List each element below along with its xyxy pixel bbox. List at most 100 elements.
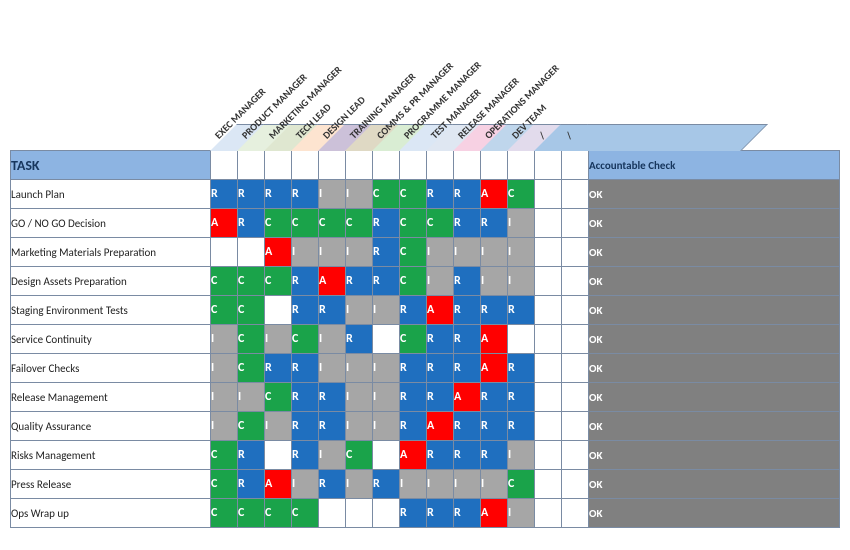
raci-cell: A bbox=[427, 412, 454, 441]
raci-cell: R bbox=[319, 412, 346, 441]
raci-cell: R bbox=[400, 296, 427, 325]
raci-cell: C bbox=[265, 499, 292, 528]
raci-cell: C bbox=[211, 296, 238, 325]
raci-cell: R bbox=[454, 180, 481, 209]
raci-cell: C bbox=[292, 209, 319, 238]
raci-cell: I bbox=[346, 470, 373, 499]
raci-cell: R bbox=[454, 412, 481, 441]
raci-cell bbox=[562, 296, 589, 325]
accountable-check-cell: OK bbox=[589, 354, 840, 383]
raci-cell: I bbox=[292, 470, 319, 499]
raci-cell: C bbox=[238, 499, 265, 528]
accountable-check-cell: OK bbox=[589, 412, 840, 441]
raci-cell: I bbox=[346, 412, 373, 441]
raci-cell bbox=[319, 499, 346, 528]
raci-cell: C bbox=[508, 470, 535, 499]
raci-cell: R bbox=[427, 499, 454, 528]
raci-cell bbox=[535, 441, 562, 470]
raci-cell: C bbox=[265, 383, 292, 412]
raci-cell: A bbox=[265, 470, 292, 499]
raci-cell: I bbox=[346, 238, 373, 267]
raci-cell: R bbox=[292, 296, 319, 325]
raci-cell bbox=[373, 325, 400, 354]
raci-cell: C bbox=[238, 412, 265, 441]
raci-cell: R bbox=[481, 441, 508, 470]
raci-cell: I bbox=[373, 412, 400, 441]
raci-cell: C bbox=[211, 267, 238, 296]
raci-cell: C bbox=[400, 238, 427, 267]
raci-cell: C bbox=[508, 180, 535, 209]
raci-cell: R bbox=[508, 412, 535, 441]
role-header-wedge bbox=[561, 124, 768, 151]
table-row: Failover ChecksICRRIIIRRRAROK bbox=[11, 354, 840, 383]
raci-cell: I bbox=[265, 325, 292, 354]
raci-chart: EXEC MANAGERPRODUCT MANAGERMARKETING MAN… bbox=[10, 10, 840, 528]
raci-cell: I bbox=[508, 238, 535, 267]
raci-cell bbox=[562, 267, 589, 296]
raci-cell: C bbox=[265, 209, 292, 238]
raci-cell bbox=[535, 180, 562, 209]
raci-cell bbox=[535, 383, 562, 412]
raci-cell bbox=[562, 412, 589, 441]
raci-cell: R bbox=[292, 441, 319, 470]
raci-cell: R bbox=[373, 238, 400, 267]
raci-cell: A bbox=[265, 238, 292, 267]
raci-cell: A bbox=[427, 296, 454, 325]
raci-cell: C bbox=[292, 499, 319, 528]
task-name: Launch Plan bbox=[11, 180, 211, 209]
raci-cell: R bbox=[481, 296, 508, 325]
raci-cell bbox=[562, 441, 589, 470]
raci-cell: I bbox=[508, 499, 535, 528]
raci-cell bbox=[535, 499, 562, 528]
raci-cell: C bbox=[211, 470, 238, 499]
raci-cell: R bbox=[454, 441, 481, 470]
raci-cell: R bbox=[427, 325, 454, 354]
task-column-header: TASK bbox=[11, 151, 211, 180]
raci-cell: R bbox=[427, 441, 454, 470]
raci-cell: R bbox=[319, 383, 346, 412]
accountable-check-cell: OK bbox=[589, 209, 840, 238]
raci-cell: I bbox=[238, 383, 265, 412]
raci-cell: I bbox=[346, 296, 373, 325]
raci-cell: R bbox=[454, 209, 481, 238]
raci-cell: I bbox=[481, 267, 508, 296]
raci-cell: I bbox=[427, 238, 454, 267]
raci-cell bbox=[562, 499, 589, 528]
raci-cell bbox=[508, 325, 535, 354]
raci-cell: R bbox=[481, 412, 508, 441]
raci-cell: A bbox=[319, 267, 346, 296]
raci-cell: R bbox=[373, 209, 400, 238]
table-row: Release ManagementIICRRIIRRARROK bbox=[11, 383, 840, 412]
raci-cell: C bbox=[238, 354, 265, 383]
raci-cell: I bbox=[211, 412, 238, 441]
raci-cell bbox=[373, 499, 400, 528]
raci-cell: C bbox=[427, 209, 454, 238]
accountable-check-cell: OK bbox=[589, 267, 840, 296]
raci-cell: R bbox=[427, 383, 454, 412]
raci-cell: I bbox=[373, 383, 400, 412]
raci-cell bbox=[562, 383, 589, 412]
task-name: Quality Assurance bbox=[11, 412, 211, 441]
raci-cell: I bbox=[454, 470, 481, 499]
raci-cell: I bbox=[508, 441, 535, 470]
raci-cell: I bbox=[292, 238, 319, 267]
raci-cell: I bbox=[373, 354, 400, 383]
task-name: GO / NO GO Decision bbox=[11, 209, 211, 238]
raci-cell: C bbox=[238, 296, 265, 325]
raci-cell: R bbox=[265, 354, 292, 383]
raci-cell bbox=[562, 470, 589, 499]
raci-cell: I bbox=[319, 441, 346, 470]
raci-cell: R bbox=[508, 296, 535, 325]
task-name: Marketing Materials Preparation bbox=[11, 238, 211, 267]
raci-cell: I bbox=[427, 267, 454, 296]
raci-cell: I bbox=[508, 267, 535, 296]
raci-cell: I bbox=[481, 470, 508, 499]
raci-cell: C bbox=[373, 180, 400, 209]
raci-cell: I bbox=[346, 383, 373, 412]
accountable-check-cell: OK bbox=[589, 499, 840, 528]
raci-cell: R bbox=[481, 209, 508, 238]
raci-cell: R bbox=[454, 354, 481, 383]
raci-cell: I bbox=[211, 325, 238, 354]
raci-cell: A bbox=[481, 499, 508, 528]
raci-cell: A bbox=[481, 325, 508, 354]
